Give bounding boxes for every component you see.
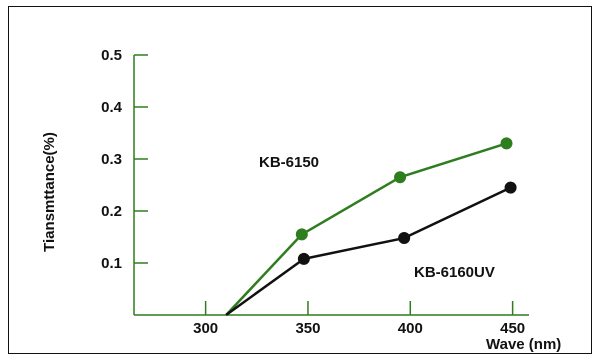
series-kb-6150 xyxy=(225,137,513,316)
chart-frame: 0.1 0.2 0.3 0.4 0.5 300 350 400 450 KB-6150 KB-6… xyxy=(8,6,592,354)
x-tick-label: 400 xyxy=(398,320,423,337)
axes: 0.1 0.2 0.3 0.4 0.5 300 350 400 450 xyxy=(101,47,529,337)
y-tick-label: 0.1 xyxy=(101,255,122,272)
series-line xyxy=(225,186,512,317)
data-point xyxy=(504,181,517,194)
y-tick-label: 0.3 xyxy=(101,151,122,168)
transmittance-chart: 0.1 0.2 0.3 0.4 0.5 300 350 400 450 KB-6150 KB-6… xyxy=(41,47,561,353)
series-kb-6160uv xyxy=(225,181,517,317)
y-axis-title: Tiansmttance(%) xyxy=(41,132,58,252)
data-point xyxy=(297,252,310,265)
x-axis-title: Wave (nm) xyxy=(486,336,561,353)
series-layer xyxy=(225,137,517,317)
data-point xyxy=(394,171,407,184)
series-label-kb-6160uv: KB-6160UV xyxy=(414,264,495,281)
x-tick-label: 450 xyxy=(500,320,525,337)
series-line xyxy=(225,142,507,316)
y-tick-label: 0.4 xyxy=(101,99,123,116)
y-tick-label: 0.5 xyxy=(101,47,122,64)
x-tick-label: 300 xyxy=(193,320,218,337)
data-point xyxy=(295,228,308,241)
y-tick-label: 0.2 xyxy=(101,203,122,220)
data-point xyxy=(500,137,513,150)
x-tick-label: 350 xyxy=(295,320,320,337)
series-label-kb-6150: KB-6150 xyxy=(259,154,319,171)
data-point xyxy=(398,232,411,245)
